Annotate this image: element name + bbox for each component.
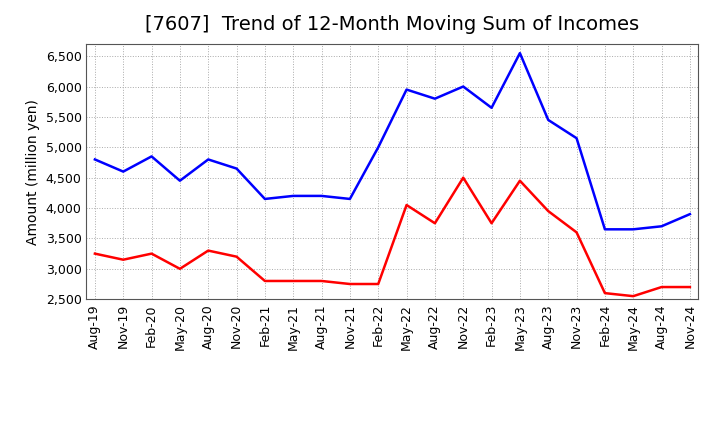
Ordinary Income: [572, 136, 581, 141]
Net Income: [261, 279, 269, 284]
Ordinary Income: [685, 212, 694, 217]
Ordinary Income: [487, 105, 496, 110]
Line: Ordinary Income: Ordinary Income: [95, 53, 690, 229]
Legend: Ordinary Income, Net Income: Ordinary Income, Net Income: [230, 439, 555, 440]
Ordinary Income: [119, 169, 127, 174]
Ordinary Income: [459, 84, 467, 89]
Net Income: [544, 209, 552, 214]
Net Income: [629, 293, 637, 299]
Ordinary Income: [431, 96, 439, 101]
Ordinary Income: [261, 196, 269, 202]
Ordinary Income: [176, 178, 184, 183]
Net Income: [176, 266, 184, 271]
Net Income: [374, 281, 382, 286]
Net Income: [459, 175, 467, 180]
Net Income: [685, 284, 694, 290]
Net Income: [289, 279, 297, 284]
Net Income: [91, 251, 99, 256]
Ordinary Income: [148, 154, 156, 159]
Ordinary Income: [289, 193, 297, 198]
Net Income: [487, 220, 496, 226]
Net Income: [657, 284, 666, 290]
Net Income: [402, 202, 411, 208]
Ordinary Income: [233, 166, 241, 171]
Ordinary Income: [318, 193, 326, 198]
Net Income: [572, 230, 581, 235]
Ordinary Income: [374, 145, 382, 150]
Net Income: [516, 178, 524, 183]
Ordinary Income: [629, 227, 637, 232]
Ordinary Income: [657, 224, 666, 229]
Net Income: [318, 279, 326, 284]
Ordinary Income: [204, 157, 212, 162]
Net Income: [119, 257, 127, 262]
Title: [7607]  Trend of 12-Month Moving Sum of Incomes: [7607] Trend of 12-Month Moving Sum of I…: [145, 15, 639, 34]
Ordinary Income: [516, 51, 524, 56]
Net Income: [233, 254, 241, 259]
Net Income: [600, 290, 609, 296]
Ordinary Income: [346, 196, 354, 202]
Y-axis label: Amount (million yen): Amount (million yen): [26, 99, 40, 245]
Net Income: [346, 281, 354, 286]
Ordinary Income: [544, 117, 552, 123]
Net Income: [204, 248, 212, 253]
Line: Net Income: Net Income: [95, 178, 690, 296]
Ordinary Income: [600, 227, 609, 232]
Ordinary Income: [91, 157, 99, 162]
Net Income: [148, 251, 156, 256]
Ordinary Income: [402, 87, 411, 92]
Net Income: [431, 220, 439, 226]
